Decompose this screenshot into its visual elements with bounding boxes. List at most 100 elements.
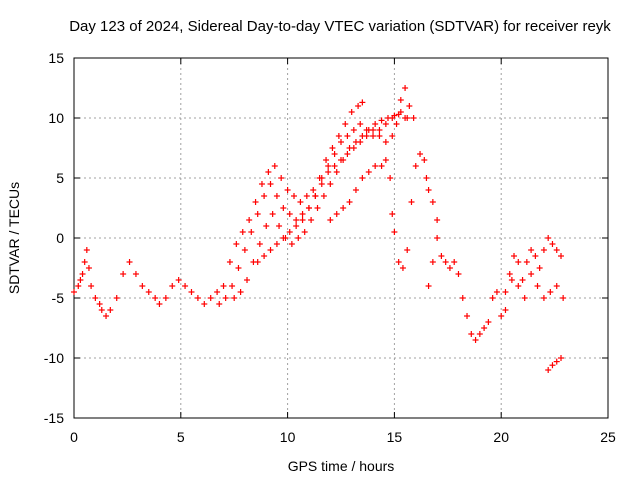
data-point (417, 151, 424, 157)
data-point (342, 121, 349, 127)
data-point (391, 229, 398, 235)
data-point (464, 313, 471, 319)
data-point (402, 85, 409, 91)
data-point (502, 307, 509, 313)
data-point (237, 289, 244, 295)
data-point (560, 295, 567, 301)
data-point (88, 283, 95, 289)
data-point (498, 313, 505, 319)
data-point (410, 115, 417, 121)
data-point (357, 121, 364, 127)
data-point (308, 217, 315, 223)
data-point (389, 211, 396, 217)
data-point (376, 127, 383, 133)
data-point (346, 199, 353, 205)
data-point (269, 211, 276, 217)
data-point (468, 331, 475, 337)
data-point (338, 157, 344, 163)
data-point (350, 127, 357, 133)
y-axis: -15 -10 -5 0 5 10 15 (44, 50, 608, 426)
data-point (521, 295, 528, 301)
data-point (291, 193, 298, 199)
data-point (284, 187, 291, 193)
data-point (235, 265, 242, 271)
data-point (423, 175, 430, 181)
data-point (222, 295, 229, 301)
x-tick-label: 20 (493, 429, 509, 445)
data-point (325, 169, 332, 175)
data-point (331, 163, 338, 169)
data-point (459, 295, 466, 301)
data-point (446, 265, 453, 271)
data-point (310, 187, 317, 193)
x-tick-label: 25 (600, 429, 616, 445)
data-point (77, 277, 84, 283)
data-point (239, 229, 246, 235)
data-point (389, 133, 396, 139)
data-point (382, 157, 389, 163)
data-point (256, 241, 263, 247)
data-point (169, 283, 176, 289)
data-point (434, 235, 441, 241)
data-point (301, 229, 308, 235)
data-point (350, 145, 357, 151)
data-point (382, 139, 389, 145)
data-point (357, 139, 364, 145)
data-point (333, 211, 340, 217)
data-point (549, 241, 556, 247)
data-point (297, 199, 304, 205)
x-tick-label: 10 (280, 429, 296, 445)
data-point (288, 241, 295, 247)
y-tick-label: -5 (52, 290, 65, 306)
data-point (391, 112, 398, 119)
data-point (248, 229, 255, 235)
data-point (162, 295, 169, 301)
data-point (299, 217, 306, 223)
data-point (273, 241, 280, 247)
y-tick-label: 0 (56, 230, 64, 246)
data-point (395, 259, 402, 265)
data-point (549, 362, 556, 369)
data-point (126, 259, 133, 265)
data-point (139, 283, 146, 289)
data-point (397, 109, 404, 115)
data-point (438, 253, 445, 259)
data-point (233, 241, 240, 247)
data-point (455, 271, 462, 277)
y-tick-label: -15 (44, 410, 64, 426)
data-point (175, 277, 182, 283)
data-point (152, 295, 159, 301)
data-point (229, 283, 236, 289)
data-point (352, 187, 359, 193)
data-point (120, 271, 127, 277)
data-point (265, 169, 272, 175)
data-point (286, 229, 293, 235)
data-point (545, 367, 552, 373)
data-point (397, 97, 404, 103)
data-point (156, 301, 163, 307)
data-point (107, 307, 114, 313)
data-point (412, 163, 419, 169)
data-point (305, 205, 312, 211)
data-point (220, 283, 227, 289)
data-point (303, 193, 310, 199)
data-point (280, 235, 287, 241)
data-point (515, 283, 522, 289)
data-point (216, 301, 223, 307)
data-point (519, 277, 526, 283)
data-point (384, 115, 391, 121)
data-point (434, 217, 441, 223)
data-point (293, 217, 300, 223)
data-point (241, 247, 248, 253)
data-point (359, 175, 366, 181)
data-point (254, 211, 261, 217)
data-point (515, 259, 522, 265)
data-point (246, 217, 253, 223)
data-point (382, 121, 389, 127)
data-point (540, 295, 547, 301)
data-point (96, 301, 103, 307)
data-point (98, 307, 105, 313)
data-point (536, 265, 543, 271)
data-point (489, 295, 496, 301)
data-point (271, 163, 278, 169)
